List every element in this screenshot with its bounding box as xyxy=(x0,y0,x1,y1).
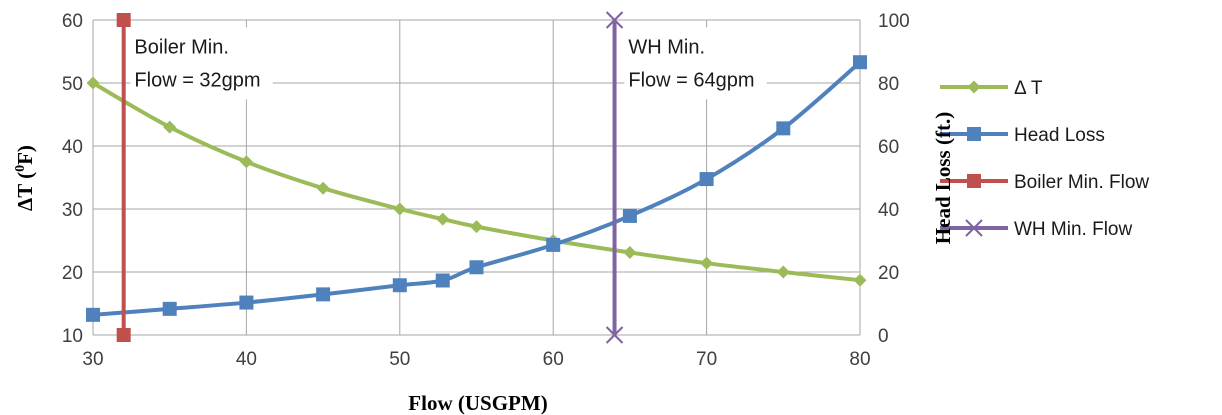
data-point xyxy=(436,212,450,226)
annotation-line: Flow = 32gpm xyxy=(134,69,260,91)
data-point xyxy=(776,121,791,136)
annotation-background xyxy=(130,27,273,100)
legend-swatch-marker xyxy=(967,80,981,94)
series-1 xyxy=(86,55,867,322)
data-point xyxy=(469,260,484,275)
x-tick-label: 60 xyxy=(543,349,564,370)
axes: 30 40 50 60 70 80 10 20 30 40 50 60 0 20 40 60 80 100 xyxy=(62,11,910,370)
series-line xyxy=(92,60,862,317)
y-tick-label: 10 xyxy=(62,326,83,347)
y-axis-title: ΔT (0F) xyxy=(13,145,37,211)
legend-swatch-marker xyxy=(965,219,983,237)
y2-axis-title: Head Loss (ft.) xyxy=(931,112,955,244)
x-tick-label: 70 xyxy=(696,349,717,370)
annotation-line: Boiler Min. xyxy=(134,36,228,58)
legend-label: WH Min. Flow xyxy=(1014,219,1133,240)
legend-swatch-marker xyxy=(967,127,981,141)
data-point xyxy=(776,265,790,279)
data-point xyxy=(623,245,637,259)
annotation-line: WH Min. xyxy=(628,36,705,58)
x-tick-label: 80 xyxy=(849,349,870,370)
legend: Δ T Head Loss Boiler Min. Flow WH Min. Flow xyxy=(940,78,1149,240)
annotations: Boiler Min. Flow = 32gpm WH Min. Flow = 64g… xyxy=(130,27,767,100)
data-point xyxy=(699,172,714,187)
data-point xyxy=(435,273,450,288)
data-point xyxy=(853,55,867,70)
x-tick-label: 50 xyxy=(389,349,410,370)
legend-label: Boiler Min. Flow xyxy=(1014,172,1149,193)
data-point xyxy=(316,287,331,302)
y-tick-label: 30 xyxy=(62,200,83,221)
annotation-line: Flow = 64gpm xyxy=(628,69,754,91)
legend-item-2: Boiler Min. Flow xyxy=(940,172,1149,193)
series-2 xyxy=(116,13,131,342)
data-point xyxy=(546,237,561,252)
data-point xyxy=(316,181,330,195)
series-3 xyxy=(605,11,624,344)
annotation-0: Boiler Min. Flow = 32gpm xyxy=(130,27,273,100)
data-point xyxy=(393,202,407,216)
x-tick-label: 30 xyxy=(82,349,103,370)
data-point xyxy=(239,155,253,169)
series-layer xyxy=(86,11,867,344)
series-0 xyxy=(86,76,867,287)
data-point xyxy=(239,295,254,310)
y-tick-label: 40 xyxy=(62,137,83,158)
series-line xyxy=(92,81,861,283)
legend-item-1: Head Loss xyxy=(940,125,1105,146)
y-tick-label: 60 xyxy=(62,11,83,32)
data-point xyxy=(116,13,131,27)
annotation-background xyxy=(624,27,767,100)
data-point xyxy=(605,11,624,29)
legend-item-0: Δ T xyxy=(940,78,1043,99)
legend-swatch-marker xyxy=(967,174,981,188)
data-point xyxy=(392,278,407,293)
legend-label: Head Loss xyxy=(1014,125,1105,146)
data-point xyxy=(622,208,637,223)
data-point xyxy=(86,76,100,90)
data-point xyxy=(162,301,177,316)
annotation-1: WH Min. Flow = 64gpm xyxy=(624,27,767,100)
y-tick-label: 20 xyxy=(62,263,83,284)
y-tick-label: 50 xyxy=(62,74,83,95)
data-point xyxy=(86,307,100,322)
y2-tick-label: 80 xyxy=(878,74,899,95)
y-axis-title-superscript: 0 xyxy=(13,165,28,172)
x-axis-title: Flow (USGPM) xyxy=(408,391,547,415)
y2-tick-label: 0 xyxy=(878,326,889,347)
legend-item-3: WH Min. Flow xyxy=(940,219,1133,240)
data-point xyxy=(605,326,624,344)
y2-tick-label: 100 xyxy=(878,11,910,32)
y2-tick-label: 40 xyxy=(878,200,899,221)
x-tick-label: 40 xyxy=(236,349,257,370)
y-axis-title-end: F) xyxy=(13,145,37,165)
data-point xyxy=(853,273,867,287)
y-axis-title-main: ΔT ( xyxy=(13,172,37,211)
data-point xyxy=(470,220,483,234)
y2-tick-label: 20 xyxy=(878,263,899,284)
data-point xyxy=(116,328,131,342)
legend-label: Δ T xyxy=(1014,78,1043,99)
data-point xyxy=(163,120,177,134)
data-point xyxy=(700,256,714,270)
y2-tick-label: 60 xyxy=(878,137,899,158)
